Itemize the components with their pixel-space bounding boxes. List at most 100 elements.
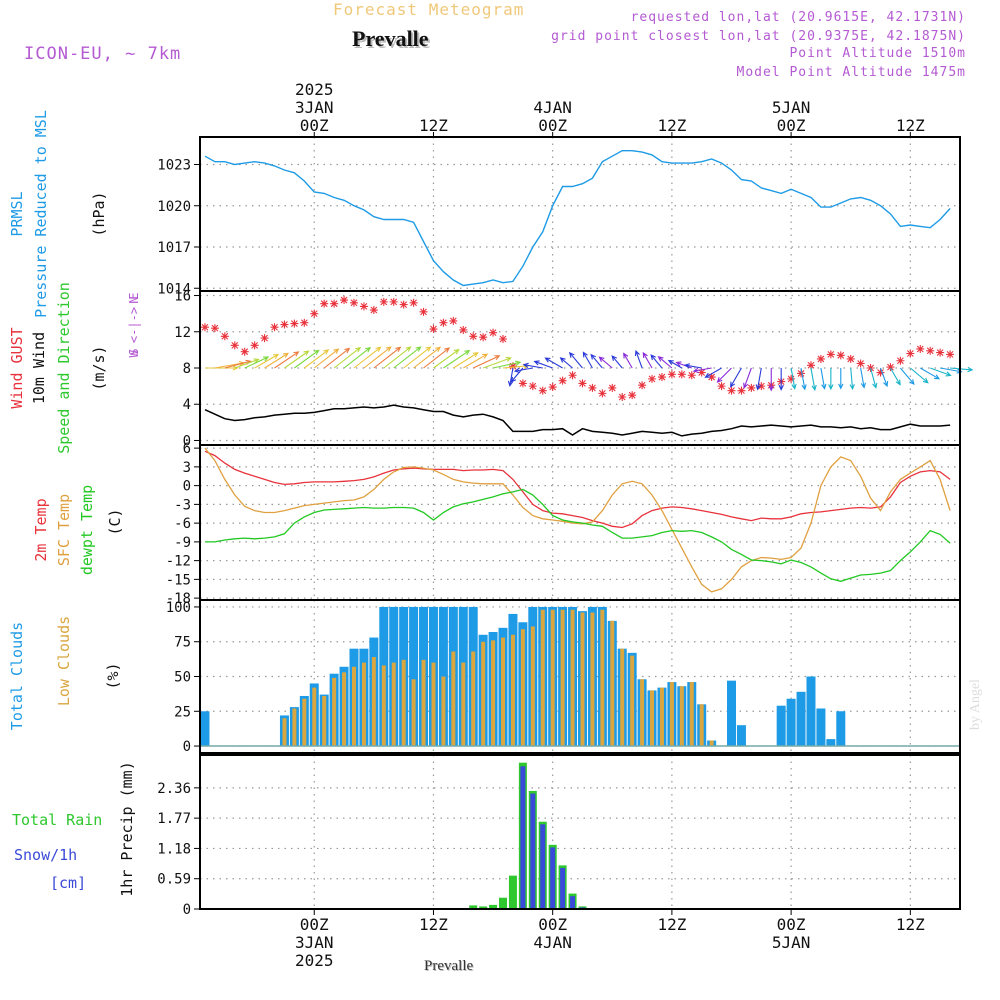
top-time-label: 00Z [538, 116, 567, 135]
total-cloud-bar [826, 739, 836, 747]
wind-direction-arrow [507, 367, 514, 387]
wind-direction-arrow [294, 349, 320, 369]
wind-direction-arrow [860, 367, 866, 389]
wind-direction-arrow [254, 353, 280, 369]
top-time-label: 3JAN [295, 98, 334, 117]
y-tick-label: 4 [183, 397, 191, 413]
gust-marker [538, 386, 547, 395]
sfc-temp-axis-title: SFC Temp [55, 494, 73, 566]
wind-direction-arrow [880, 367, 889, 388]
grid-point-coords: grid point closest lon,lat (20.9375E, 42… [551, 29, 966, 44]
snow-bar [550, 847, 556, 909]
y-tick-label: 0 [183, 433, 191, 449]
gust-marker [707, 373, 716, 382]
gust-marker [508, 362, 517, 371]
gust-marker [250, 341, 259, 350]
wind-direction-arrow [274, 351, 300, 369]
snow-bar [530, 793, 536, 909]
wind-direction-arrow [559, 357, 573, 369]
wind-direction-arrow [522, 362, 543, 369]
gust-marker [906, 349, 915, 358]
y-tick-label: -9 [174, 535, 191, 551]
gust-marker [459, 325, 468, 334]
wind-direction-arrow [264, 352, 290, 369]
low-cloud-bar [510, 634, 515, 747]
low-cloud-bar [342, 672, 347, 747]
wind10m-line [204, 404, 951, 437]
low-cloud-bar [332, 677, 337, 747]
low-cloud-bar [431, 662, 436, 747]
wind-direction-arrow [492, 360, 522, 369]
gust-marker [846, 354, 855, 363]
rain-bar [479, 906, 488, 909]
wind-direction-arrow [443, 349, 471, 369]
gust-marker [638, 381, 647, 390]
wind-direction-arrow [472, 355, 501, 369]
gust-marker [687, 371, 696, 380]
y-tick-label: 25 [174, 704, 191, 720]
low-cloud-bar [620, 648, 625, 747]
gust-axis-title: Wind GUST [8, 327, 26, 408]
low-cloud-bar [709, 740, 714, 747]
y-tick-label: 0 [183, 479, 191, 495]
top-time-label: 12Z [419, 116, 448, 135]
gust-marker [489, 328, 498, 337]
total-cloud-bar [816, 708, 826, 747]
low-cloud-bar [610, 620, 615, 747]
bottom-time-label: 5JAN [772, 933, 811, 952]
gust-marker [300, 318, 309, 327]
total-cloud-bar [776, 705, 786, 747]
gust-marker [618, 392, 627, 401]
gust-marker [896, 356, 905, 365]
wind-direction-arrow [323, 347, 351, 369]
y-tick-label: 0 [183, 902, 191, 918]
wind-direction-arrow [657, 356, 673, 369]
gust-marker [787, 374, 796, 383]
gust-marker [677, 370, 686, 379]
low-clouds-axis-title: Low Clouds [55, 616, 73, 706]
wind-direction-arrow [568, 351, 583, 369]
gust-marker [588, 383, 597, 392]
gust-marker [419, 307, 428, 316]
bottom-time-label: 12Z [896, 915, 925, 934]
wind-unit: (m/s) [90, 345, 108, 390]
snow-bar [520, 766, 526, 909]
low-cloud-bar [351, 666, 356, 747]
point-altitude: Point Altitude 1510m [789, 46, 966, 61]
total-cloud-bar [736, 725, 746, 747]
wind-direction-arrow [383, 346, 412, 369]
y-tick-label: 6 [183, 441, 191, 457]
gust-marker [200, 323, 209, 332]
location-title: Prevalle [352, 26, 429, 51]
y-tick-label: 1.18 [157, 841, 191, 857]
y-tick-label: 100 [166, 600, 191, 616]
y-tick-label: 1014 [157, 281, 191, 297]
low-cloud-bar [520, 629, 525, 747]
wind-direction-arrow [373, 346, 402, 369]
low-cloud-bar [282, 718, 287, 747]
low-cloud-bar [391, 662, 396, 747]
gust-marker [657, 373, 666, 382]
bottom-time-label: 2025 [295, 951, 334, 970]
wind-direction-arrow [284, 350, 310, 369]
wind-direction-arrow [423, 347, 451, 369]
low-cloud-bar [659, 687, 664, 747]
gust-marker [548, 383, 557, 392]
gust-marker [310, 309, 319, 318]
gust-marker [290, 319, 299, 328]
gust-marker [389, 297, 398, 306]
wind-direction-arrow [623, 352, 633, 369]
gust-marker [856, 359, 865, 368]
gust-marker [886, 363, 895, 372]
gust-marker [717, 382, 726, 391]
low-cloud-bar [590, 612, 595, 747]
low-cloud-bar [491, 640, 496, 747]
low-cloud-bar [560, 609, 565, 747]
gust-marker [608, 383, 617, 392]
model-altitude: Model Point Altitude 1475m [736, 65, 966, 80]
wind-direction-arrow [790, 367, 797, 390]
wind-direction-arrow [234, 358, 260, 369]
gust-marker [916, 344, 925, 353]
low-cloud-bar [570, 609, 575, 747]
low-cloud-bar [401, 659, 406, 747]
